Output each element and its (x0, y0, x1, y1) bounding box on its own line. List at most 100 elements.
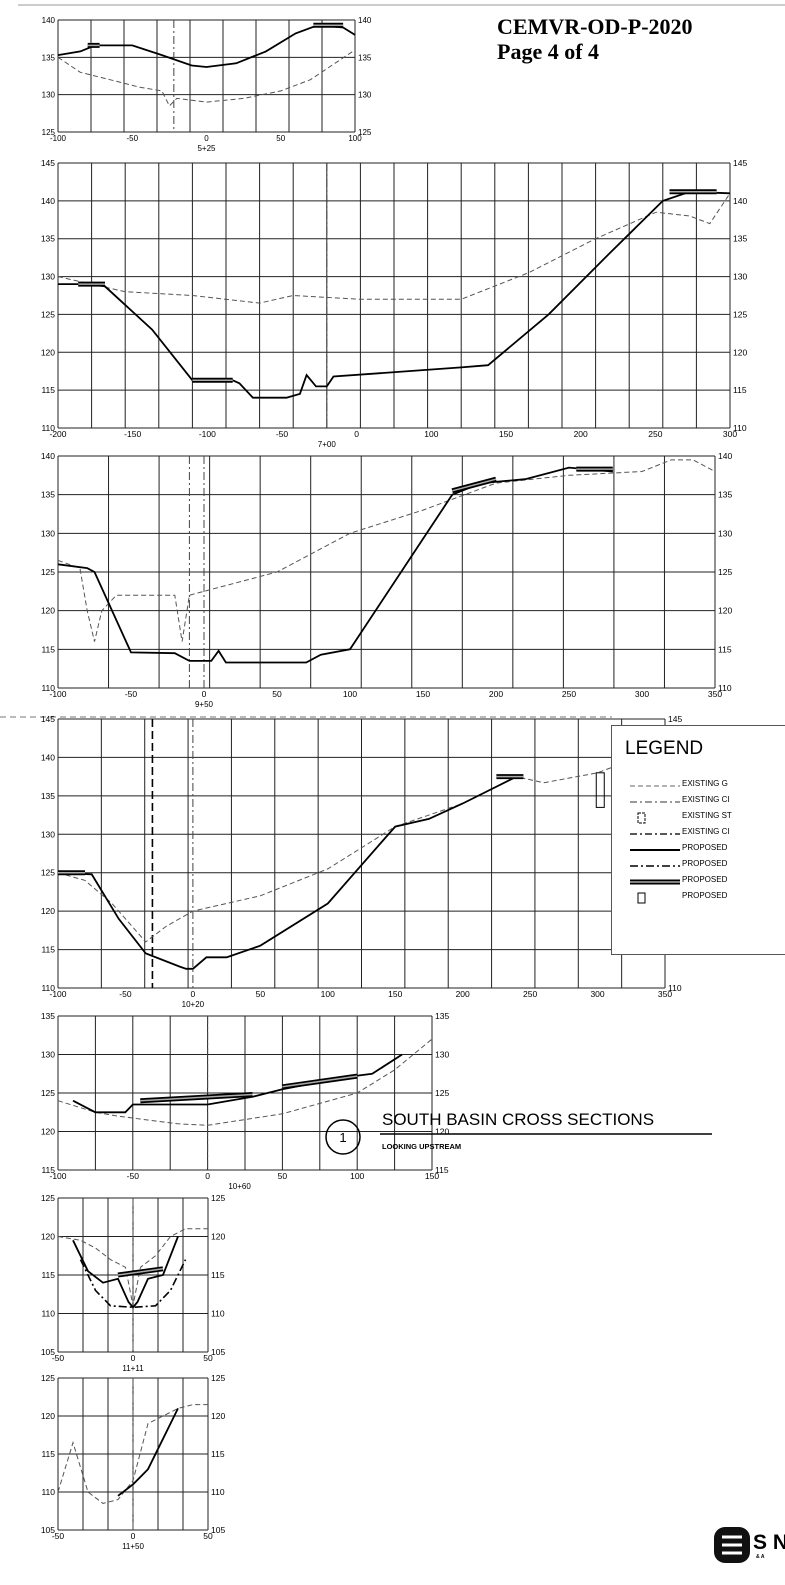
legend-symbol-existing-channel (630, 833, 680, 835)
y-tick-label-right: 130 (358, 91, 372, 100)
x-tick-label: -200 (49, 429, 66, 439)
legend-label: EXISTING ST (682, 811, 732, 820)
x-tick-label: 150 (425, 1171, 439, 1181)
proposed-grade-line (57, 466, 613, 664)
station-label: 10+60 (228, 1182, 251, 1191)
existing-grade-line (57, 193, 731, 304)
x-tick-label: 100 (321, 989, 335, 999)
proposed-bank-fill (140, 1093, 253, 1102)
y-tick-label-right: 135 (435, 1011, 449, 1021)
x-tick-label: 0 (205, 1171, 210, 1181)
cross-section-11+50: -50 0 5010511011512012510511011512012511+5… (41, 1373, 226, 1551)
y-tick-label-left: 135 (41, 234, 55, 244)
legend-symbol-proposed-grade (630, 849, 680, 851)
existing-grade-line (57, 1404, 208, 1504)
legend-item-existing-grade: EXISTING G (630, 778, 785, 792)
x-tick-label: -100 (199, 429, 216, 439)
y-tick-label-right: 140 (718, 451, 732, 461)
y-tick-label-left: 130 (41, 829, 55, 839)
y-tick-label-left: 135 (42, 53, 56, 62)
proposed-grade-line (72, 1236, 179, 1309)
x-tick-label: -100 (49, 989, 66, 999)
page-number: Page 4 of 4 (497, 39, 600, 64)
x-tick-label: -100 (49, 1171, 66, 1181)
y-tick-label-right: 140 (733, 196, 747, 206)
y-tick-label-left: 125 (41, 1373, 55, 1383)
y-tick-label-left: 130 (42, 91, 56, 100)
x-tick-label: -50 (126, 134, 138, 143)
legend-symbol-proposed-centerline (630, 865, 680, 867)
y-tick-label-right: 105 (211, 1525, 225, 1535)
y-tick-label-right: 130 (733, 272, 747, 282)
y-tick-label-right: 130 (435, 1050, 449, 1060)
legend-symbol-proposed-structure (637, 892, 646, 904)
y-tick-label-left: 110 (41, 683, 55, 693)
station-label: 11+11 (122, 1364, 144, 1373)
y-tick-label-right: 140 (358, 16, 372, 25)
logo-subtext: & A (756, 1554, 765, 1560)
y-tick-label-left: 140 (42, 16, 56, 25)
y-tick-label-right: 120 (733, 347, 747, 357)
y-tick-label-left: 110 (41, 423, 55, 433)
y-tick-label-left: 115 (41, 1270, 55, 1280)
x-tick-label: 350 (658, 989, 672, 999)
y-tick-label-left: 125 (41, 868, 55, 878)
cross-section-5+25: -100 -50 0 50 1001251301351401251301351405+2… (42, 16, 372, 153)
x-tick-label: 100 (424, 429, 438, 439)
x-tick-label: 0 (202, 689, 207, 699)
y-tick-label-right: 125 (435, 1088, 449, 1098)
structure-symbol (637, 812, 646, 824)
structure-mark (595, 772, 605, 808)
legend-item-proposed-bank: PROPOSED (630, 874, 785, 888)
existing-grade-line (57, 1038, 433, 1126)
y-tick-label-left: 130 (41, 1050, 55, 1060)
legend-label: PROPOSED (682, 843, 728, 852)
x-tick-label: 50 (272, 689, 282, 699)
x-tick-label: -50 (276, 429, 289, 439)
x-tick-label: 50 (278, 1171, 288, 1181)
y-tick-label-right: 120 (211, 1232, 225, 1242)
station-label: 7+00 (318, 440, 337, 449)
y-tick-label-right: 120 (435, 1127, 449, 1137)
x-tick-label: 200 (489, 689, 503, 699)
y-tick-label-right: 115 (435, 1165, 449, 1175)
y-tick-label-left: 120 (41, 1127, 55, 1137)
y-tick-label-right: 115 (211, 1270, 225, 1280)
legend-symbol-existing-grade (630, 785, 680, 787)
y-tick-label-left: 120 (41, 906, 55, 916)
y-tick-label-right: 110 (718, 683, 732, 693)
y-tick-label-right: 125 (211, 1373, 225, 1383)
x-tick-label: 0 (191, 989, 196, 999)
station-label: 5+25 (197, 144, 216, 153)
x-tick-label: 300 (590, 989, 604, 999)
y-tick-label-right: 135 (358, 53, 372, 62)
y-tick-label-left: 105 (41, 1347, 55, 1357)
y-tick-label-right: 125 (358, 128, 372, 137)
cross-section-10+60: -100 -50 0 50 100 150115120125130135115120125… (41, 1011, 450, 1191)
y-tick-label-right: 145 (668, 714, 682, 724)
legend-box: LEGEND EXISTING G EXISTING CI EXISTING ST E… (611, 725, 785, 955)
structure-symbol (637, 892, 646, 904)
legend-label: PROPOSED (682, 859, 728, 868)
existing-grade-line (57, 753, 666, 943)
y-tick-label-right: 125 (718, 567, 732, 577)
legend-label: EXISTING G (682, 779, 728, 788)
legend-label: EXISTING CI (682, 795, 730, 804)
x-tick-label: 50 (203, 1531, 213, 1541)
legend-symbol-existing-centerline (630, 801, 680, 803)
drawing-subtitle: LOOKING UPSTREAM (382, 1142, 462, 1151)
y-tick-label-left: 130 (41, 272, 55, 282)
y-tick-label-left: 105 (41, 1525, 55, 1535)
x-tick-label: 50 (276, 134, 285, 143)
y-tick-label-right: 135 (718, 490, 732, 500)
y-tick-label-right: 115 (211, 1449, 225, 1459)
x-tick-label: 200 (574, 429, 588, 439)
legend-item-existing-channel: EXISTING CI (630, 826, 785, 840)
logo-text: S N (753, 1531, 785, 1554)
x-tick-label: 250 (648, 429, 662, 439)
x-tick-label: 100 (343, 689, 357, 699)
y-tick-label-left: 125 (42, 128, 56, 137)
y-tick-label-left: 115 (41, 1449, 55, 1459)
y-tick-label-left: 115 (41, 1165, 55, 1175)
x-tick-label: -50 (125, 689, 138, 699)
